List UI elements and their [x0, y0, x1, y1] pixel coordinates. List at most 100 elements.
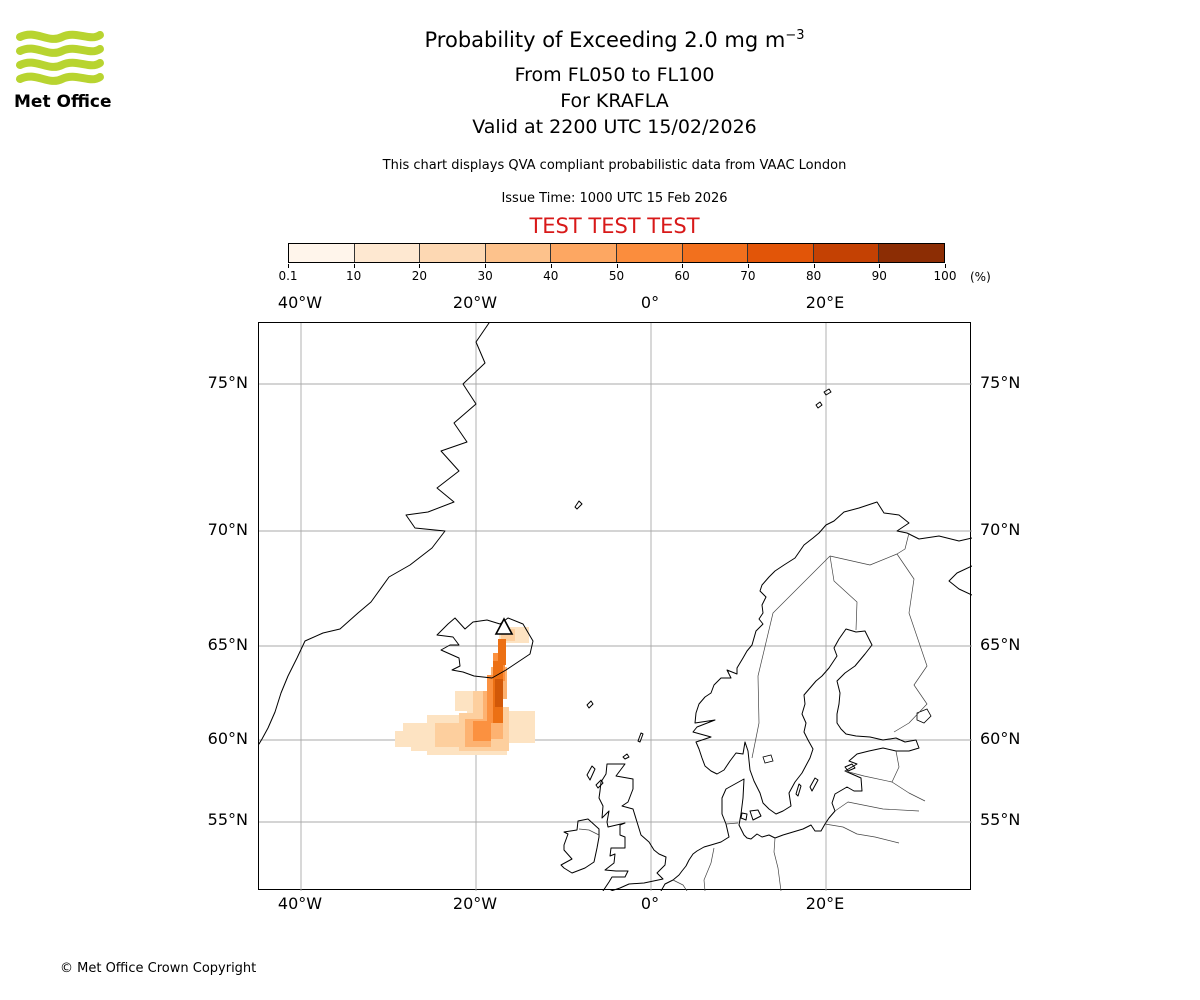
zealand-island — [749, 809, 762, 821]
colorbar-tick-label: 50 — [608, 269, 625, 283]
skye-island — [595, 779, 604, 789]
colorbar-segment — [682, 244, 749, 262]
colorbar-tick — [288, 264, 289, 268]
colorbar-tick — [485, 264, 487, 268]
lat-label-right-55n: 55°N — [980, 810, 1021, 829]
country-borders — [578, 532, 928, 891]
shetland-islands — [637, 732, 644, 743]
map-canvas — [259, 323, 972, 891]
lon-label-top-20w: 20°W — [452, 293, 498, 312]
volcano-subtitle: For KRAFLA — [560, 90, 669, 112]
lon-label-bottom-0: 0° — [640, 894, 660, 913]
colorbar-tick — [945, 264, 946, 268]
valid-time-subtitle: Valid at 2200 UTC 15/02/2026 — [472, 116, 757, 138]
orkney-islands — [622, 753, 630, 760]
plume-cell — [495, 679, 503, 707]
lon-label-top-20e: 20°E — [805, 293, 845, 312]
lake-ladoga — [916, 708, 932, 724]
colorbar-tick-label: 100 — [933, 269, 957, 283]
lon-label-top-40w: 40°W — [277, 293, 323, 312]
lat-label-right-70n: 70°N — [980, 520, 1021, 539]
bear-island — [815, 401, 823, 409]
met-office-logo: Met Office — [14, 28, 114, 112]
lon-label-bottom-20w: 20°W — [452, 894, 498, 913]
gotland-island — [809, 777, 819, 792]
country-border — [844, 770, 893, 783]
plume-cell — [455, 691, 475, 711]
lake-vanern — [762, 754, 774, 764]
colorbar-tick — [550, 264, 552, 268]
country-border — [672, 879, 688, 891]
colorbar-segment — [420, 244, 486, 262]
colorbar-tick — [879, 264, 881, 268]
colorbar-segment — [289, 244, 355, 262]
great-britain-coastline — [598, 763, 667, 891]
saaremaa-island — [844, 763, 856, 772]
plume-cell — [473, 721, 491, 741]
colorbar-tick-label: 60 — [674, 269, 690, 283]
country-border — [891, 750, 900, 783]
colorbar-segment — [879, 244, 944, 262]
lat-label-left-55n: 55°N — [207, 810, 248, 829]
faroe-islands — [586, 700, 594, 709]
colorbar-tick-label: 40 — [543, 269, 559, 283]
lat-label-right-75n: 75°N — [980, 373, 1021, 392]
country-border — [829, 555, 858, 631]
lat-label-right-65n: 65°N — [980, 635, 1021, 654]
colorbar-segment — [616, 244, 683, 262]
colorbar-tick — [353, 264, 355, 268]
country-border — [891, 781, 926, 802]
lat-label-right-60n: 60°N — [980, 729, 1021, 748]
country-border — [751, 555, 831, 759]
colorbar-tick — [747, 264, 749, 268]
country-border — [834, 801, 920, 812]
copyright-notice: © Met Office Crown Copyright — [60, 961, 257, 976]
country-border — [824, 823, 900, 844]
lat-label-left-60n: 60°N — [207, 729, 248, 748]
title-text: Probability of Exceeding 2.0 mg m — [424, 28, 786, 52]
colorbar-segment — [748, 244, 814, 262]
colorbar-tick — [813, 264, 815, 268]
lat-label-left-75n: 75°N — [207, 373, 248, 392]
lat-label-left-65n: 65°N — [207, 635, 248, 654]
colorbar-tick-label: 0.1 — [278, 269, 298, 283]
colorbar-tick-label: 30 — [477, 269, 493, 283]
plume-cell — [498, 639, 506, 665]
logo-waves-icon — [16, 30, 104, 85]
oland-island — [795, 783, 802, 797]
ash-probability-plume — [395, 627, 535, 755]
scandinavia-coastline — [660, 501, 972, 891]
colorbar-tick-label: 90 — [871, 269, 887, 283]
hopen-island — [823, 388, 832, 396]
country-border — [703, 847, 715, 891]
colorbar-unit-label: (%) — [970, 270, 991, 284]
colorbar-tick — [419, 264, 421, 268]
funen-island — [740, 812, 748, 821]
colorbar-segment — [551, 244, 617, 262]
map-panel — [258, 322, 972, 891]
title-exponent: −3 — [785, 28, 805, 43]
iceland-coastline — [436, 617, 534, 679]
colorbar-segment — [354, 244, 421, 262]
colorbar-tick-label: 70 — [740, 269, 756, 283]
colorbar-tick-label: 20 — [411, 269, 428, 283]
country-border — [578, 828, 600, 836]
country-border — [893, 553, 928, 733]
lon-label-bottom-20e: 20°E — [805, 894, 845, 913]
qva-description: This chart displays QVA compliant probab… — [382, 158, 847, 173]
colorbar-tick — [682, 264, 684, 268]
volcano-marker-icon — [494, 617, 514, 635]
lon-label-top-0: 0° — [640, 293, 660, 312]
lat-label-left-70n: 70°N — [207, 520, 248, 539]
greenland-coastline — [259, 323, 490, 745]
page-title: Probability of Exceeding 2.0 mg m−3 — [0, 28, 1200, 52]
colorbar-tick — [616, 264, 618, 268]
colorbar-tick-label: 10 — [346, 269, 362, 283]
probability-colorbar — [288, 243, 945, 263]
issue-time: Issue Time: 1000 UTC 15 Feb 2026 — [501, 191, 728, 206]
white-sea-coastline — [948, 565, 972, 596]
colorbar-segment — [485, 244, 552, 262]
country-border — [896, 532, 910, 555]
test-banner: TEST TEST TEST — [529, 214, 700, 238]
